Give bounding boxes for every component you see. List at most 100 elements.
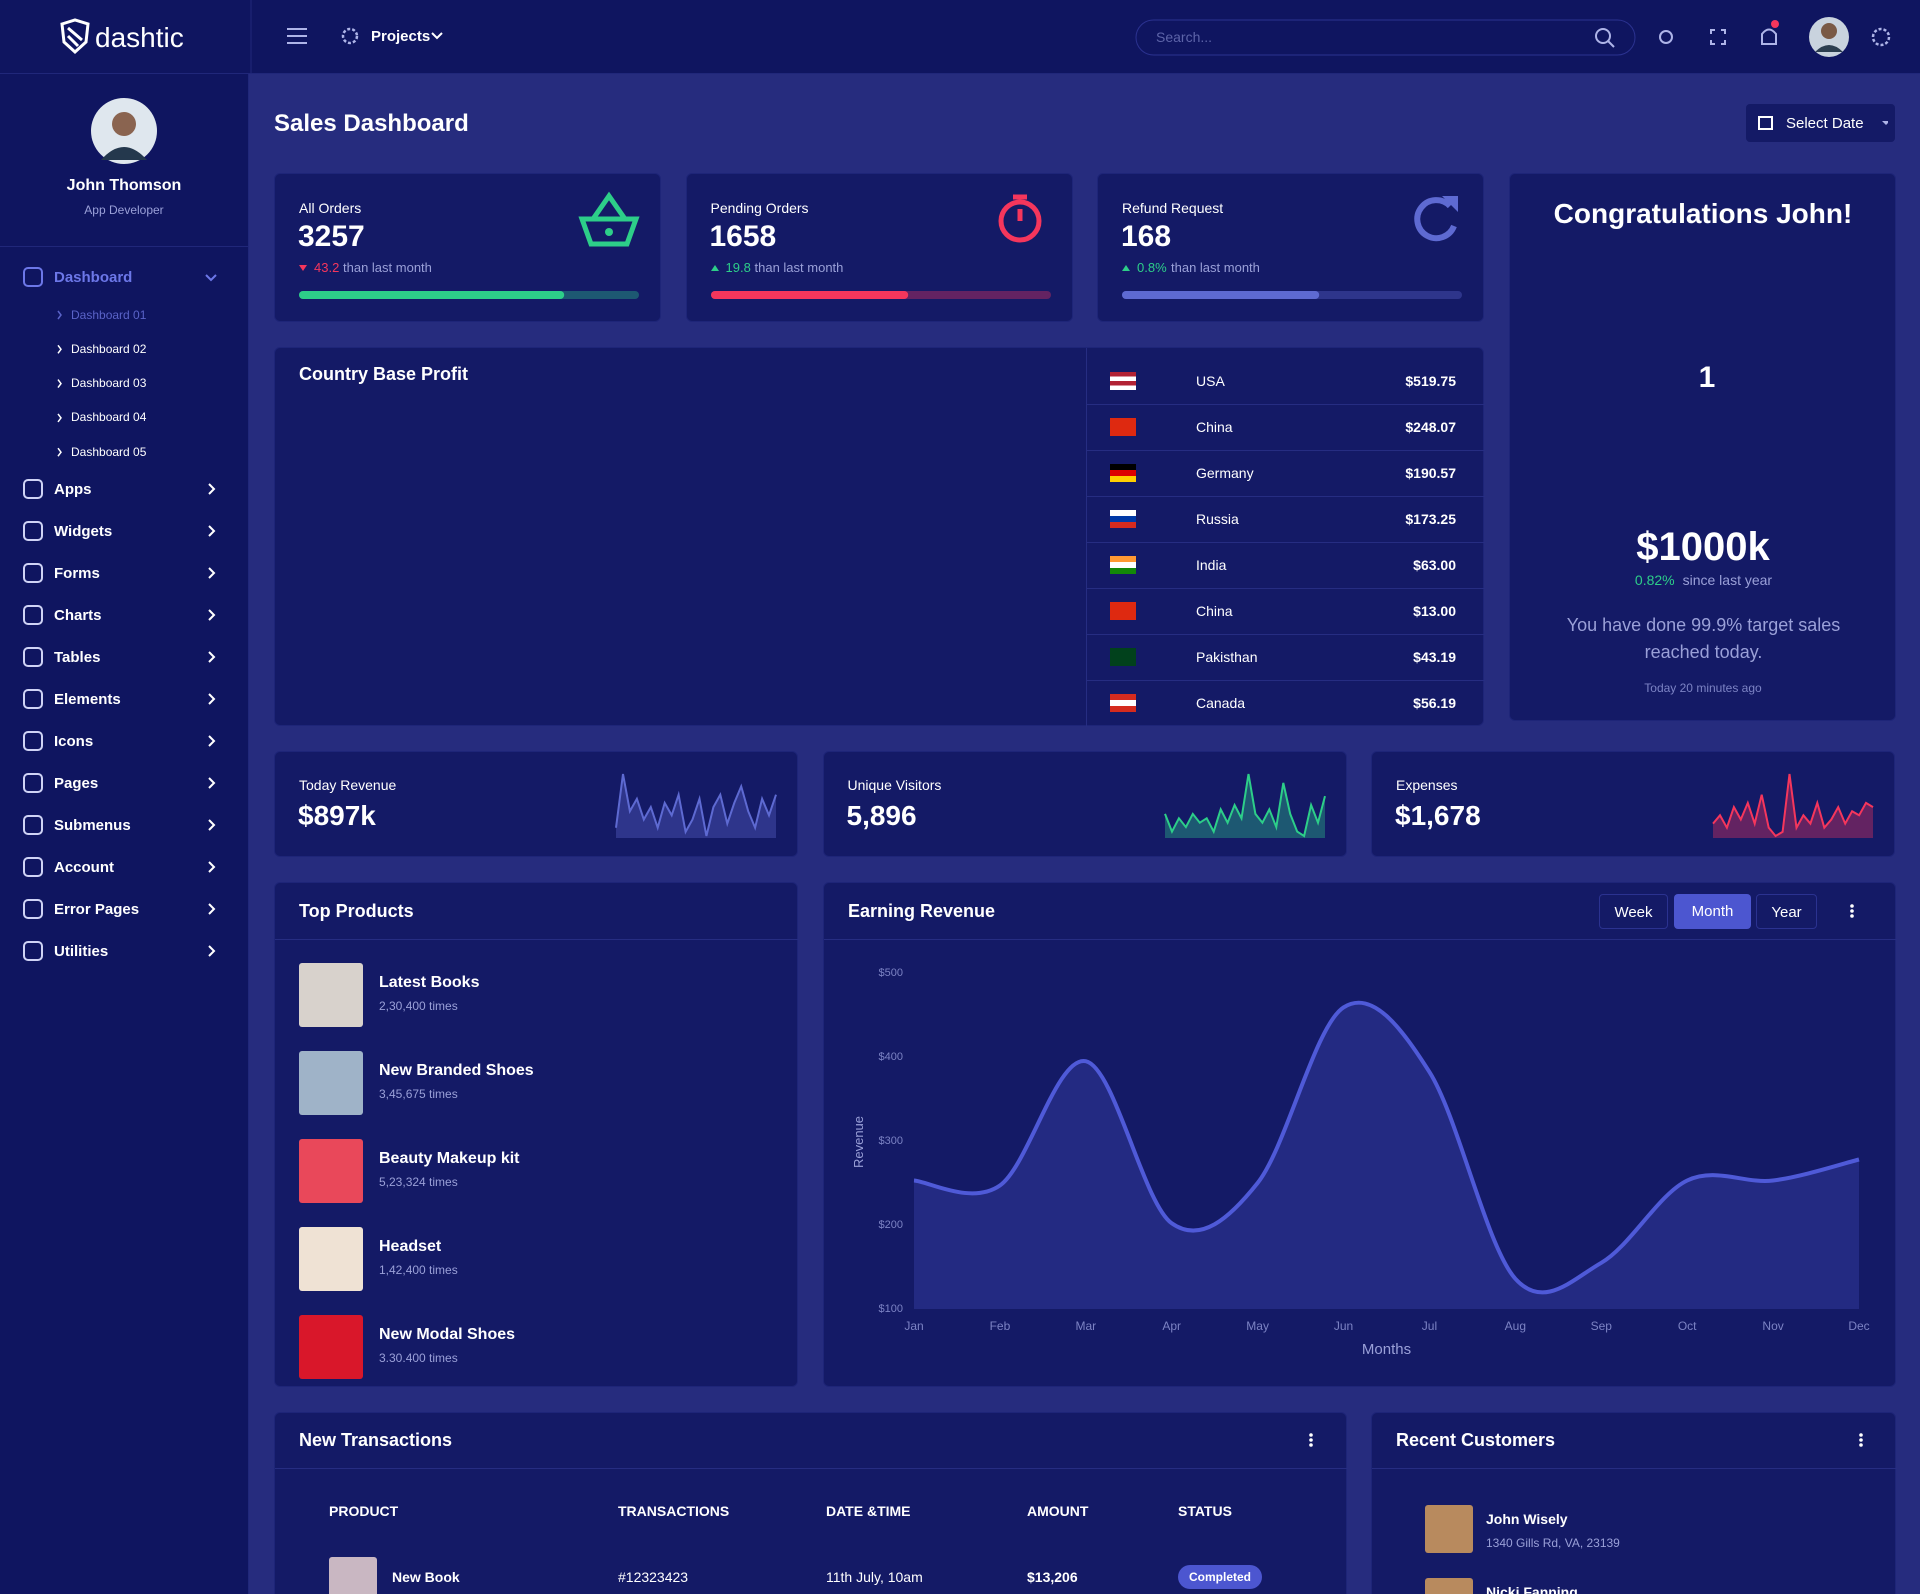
header-icons [60, 0, 1891, 74]
chevron [208, 819, 216, 831]
menu-item[interactable]: Dashboard [54, 268, 133, 286]
submenu-item[interactable]: Dashboard 04 [71, 410, 147, 425]
menu-item[interactable]: Pages [54, 774, 99, 792]
menu-item[interactable]: Apps [54, 480, 92, 498]
fullscreen-icon[interactable] [1710, 29, 1726, 45]
stat-note: than last month [754, 260, 844, 275]
tab-button[interactable]: Week [1599, 894, 1668, 929]
tab-button[interactable]: Month [1674, 894, 1751, 929]
y-axis-label: Revenue [851, 1115, 866, 1169]
transactions-card: New Transactions PRODUCT TRANSACTIONS DATE … [274, 1412, 1348, 1594]
profile-avatar [91, 98, 157, 164]
trophy-label: 1 [1698, 361, 1716, 394]
calendar-icon [1758, 116, 1773, 130]
card-title: Top Products [299, 900, 414, 921]
country-profit-card: Country Base Profit USA $519.75 China $248.0… [274, 347, 1485, 727]
stat-label: Refund Request [1122, 200, 1224, 216]
tab-button[interactable]: Year [1756, 894, 1817, 929]
product-name: New Branded Shoes [379, 1062, 534, 1079]
search-placeholder[interactable]: Search... [1156, 29, 1213, 45]
chevron [208, 483, 216, 495]
stat-card: Refund Request 168 0.8% than last month [1097, 173, 1484, 322]
product-image [299, 1227, 363, 1291]
stat-note: than last month [343, 260, 432, 275]
submenu-item[interactable]: Dashboard 02 [71, 341, 147, 356]
select-date-button[interactable]: Select Date [1746, 104, 1895, 142]
menu-item[interactable]: Utilities [54, 942, 109, 960]
country-name: China [1196, 419, 1233, 435]
bell-icon[interactable] [1761, 28, 1777, 45]
bullet [57, 379, 62, 389]
chevron [208, 609, 216, 621]
caret [1882, 121, 1888, 125]
country-name: Canada [1196, 695, 1246, 711]
user-role: App Developer [84, 202, 164, 217]
customer-avatar [1425, 1578, 1473, 1594]
y-tick-label: $400 [878, 1050, 903, 1063]
mini-stat-value: 5,896 [846, 799, 917, 831]
chevron [208, 525, 216, 537]
country-name: China [1196, 603, 1233, 619]
graphic [1163, 773, 1326, 838]
search-icon[interactable] [1595, 28, 1611, 44]
menu-item[interactable]: Icons [54, 732, 94, 750]
row-divider [1086, 542, 1485, 543]
flag [1110, 562, 1136, 568]
menu-item[interactable]: Error Pages [54, 900, 140, 918]
sparkline-area [616, 774, 776, 838]
notification-dot [1771, 20, 1779, 28]
product-count: 1,42,400 times [379, 1262, 458, 1277]
congrats-amount: $1000k [1636, 525, 1770, 569]
country-name: Pakisthan [1196, 649, 1258, 665]
menu-toggle[interactable] [287, 28, 307, 44]
x-tick-label: Sep [1590, 1318, 1612, 1333]
menu-item[interactable]: Elements [54, 690, 121, 708]
menu-item[interactable]: Tables [54, 648, 101, 666]
graphic [1122, 196, 1462, 299]
product-name: New Book [392, 1569, 460, 1585]
submenu-item[interactable]: Dashboard 05 [71, 444, 147, 459]
row-divider [1086, 496, 1485, 497]
menu-item[interactable]: Account [54, 858, 114, 876]
x-tick-label: Feb [989, 1318, 1011, 1333]
mini-stat-card: Today Revenue $897k [274, 751, 798, 857]
kebab-dot [1859, 1443, 1863, 1447]
graphic [1309, 1433, 1313, 1447]
menu-icon [23, 773, 43, 793]
menu-item[interactable]: Charts [54, 606, 102, 624]
product-count: 5,23,324 times [379, 1174, 458, 1189]
menu-item[interactable]: Submenus [54, 816, 131, 834]
flag [1110, 418, 1136, 436]
product-count: 2,30,400 times [379, 998, 458, 1013]
flag [1110, 657, 1136, 666]
chevron [208, 903, 216, 915]
submenu-item[interactable]: Dashboard 01 [71, 307, 147, 322]
country-amount: $43.19 [1413, 649, 1456, 665]
customer-name: John Wisely [1486, 1511, 1568, 1527]
stat-icon-arrow [1442, 196, 1458, 212]
menu-icon [23, 605, 43, 625]
mini-stat-value: $1,678 [1395, 799, 1481, 831]
chevron [208, 945, 216, 957]
menu-icon [23, 563, 43, 583]
sparkline-area [1164, 774, 1325, 838]
column-header: STATUS [1178, 1503, 1232, 1519]
revenue-area [914, 1002, 1859, 1309]
theme-icon[interactable] [1659, 30, 1673, 44]
menu-item[interactable]: Widgets [54, 522, 113, 540]
x-tick-label: Nov [1762, 1318, 1784, 1333]
x-tick-label: Jul [1421, 1318, 1438, 1333]
row-divider [1086, 588, 1485, 589]
flag [1110, 516, 1136, 522]
x-tick-label: Aug [1504, 1318, 1527, 1333]
trend-arrow [1122, 265, 1130, 271]
menu-item[interactable]: Forms [54, 564, 100, 582]
earning-revenue-card: Earning Revenue Week Month Year $100 $200 $300… [823, 882, 1897, 1387]
congrats-title: Congratulations John! [1553, 197, 1853, 229]
settings-icon[interactable] [1871, 27, 1891, 47]
x-tick-label: Jun [1333, 1318, 1354, 1333]
submenu-item[interactable]: Dashboard 03 [71, 376, 147, 391]
search-box[interactable] [1135, 19, 1636, 56]
y-tick-label: $100 [878, 1302, 903, 1315]
projects-menu[interactable]: Projects [371, 27, 431, 45]
